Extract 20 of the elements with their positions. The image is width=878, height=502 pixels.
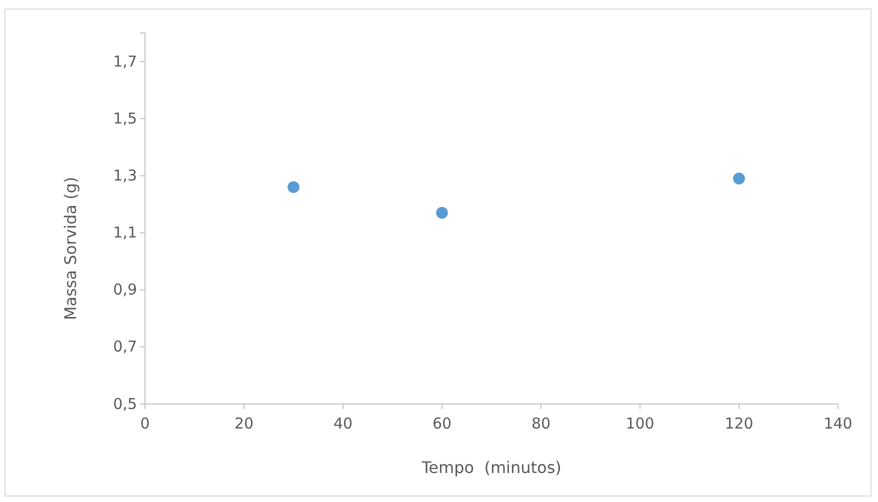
y-tick-label: 1,3 [113, 166, 137, 184]
y-tick-label: 0,5 [113, 394, 137, 413]
y-axis-title: Massa Sorvida (g) [61, 176, 80, 320]
x-tick-label: 20 [234, 414, 254, 432]
x-tick-label: 100 [626, 414, 654, 432]
y-tick-label: 0,9 [113, 280, 137, 299]
x-axis-title: Tempo (minutos) [420, 458, 562, 477]
y-tick-label: 1,5 [113, 109, 137, 128]
x-tick-label: 120 [724, 414, 754, 432]
x-tick-label: 60 [432, 414, 452, 432]
x-tick-label: 140 [824, 414, 852, 432]
point [733, 172, 745, 184]
x-tick-label: 40 [333, 414, 353, 432]
point [436, 206, 448, 219]
x-tick-label: 80 [531, 414, 551, 432]
y-tick-label: 0,7 [113, 338, 137, 356]
point [288, 181, 300, 194]
y-tick-label: 1,7 [113, 52, 137, 70]
y-tick-label: 1,1 [113, 224, 137, 242]
x-tick-label: 0 [140, 414, 150, 432]
